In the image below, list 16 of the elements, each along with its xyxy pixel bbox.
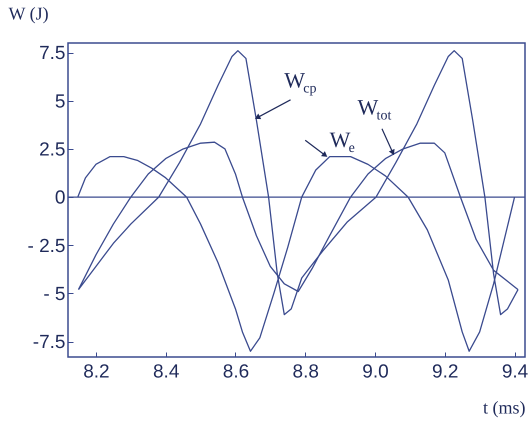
x-tick-label: 9.2 (432, 362, 458, 382)
x-tick-label: 8.4 (152, 362, 180, 382)
x-tick-label: 9.4 (502, 362, 529, 382)
y-tick-label: 7.5 (39, 43, 66, 64)
x-axis-title: t (ms) (483, 398, 526, 418)
y-tick-label: 2.5 (39, 139, 66, 160)
y-tick-label: 5 (54, 91, 66, 112)
y-tick-label: 0 (54, 188, 66, 209)
y-tick-label: - 5 (43, 284, 66, 305)
y-tick-label: - 2.5 (27, 236, 66, 257)
x-tick-label: 8.2 (83, 362, 110, 382)
y-tick-label: -7.5 (32, 332, 66, 354)
x-tick-label: 9.0 (362, 362, 389, 382)
y-axis-title: W (J) (8, 4, 49, 24)
x-tick-label: 8.6 (222, 362, 250, 382)
x-tick-label: 8.8 (292, 362, 319, 382)
